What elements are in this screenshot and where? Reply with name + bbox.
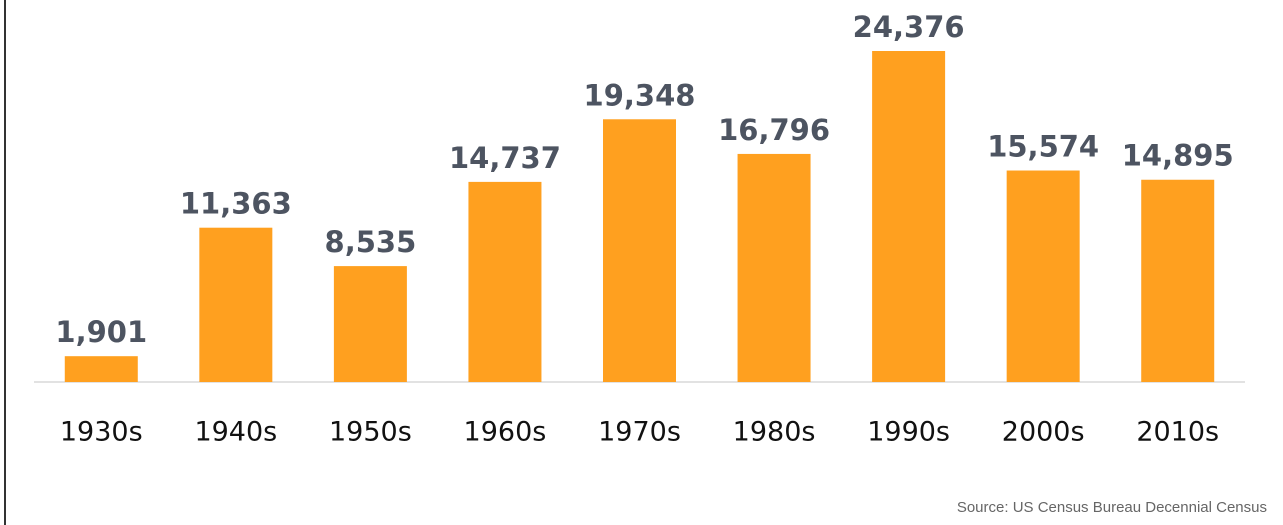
- value-label: 19,348: [584, 78, 696, 112]
- value-label: 16,796: [718, 113, 830, 147]
- x-tick-label: 1940s: [194, 417, 277, 448]
- bar: [872, 51, 946, 382]
- source-note: Source: US Census Bureau Decennial Censu…: [957, 499, 1267, 516]
- bar: [64, 356, 138, 382]
- value-label: 15,574: [987, 130, 1099, 164]
- bar: [1141, 179, 1215, 382]
- value-label: 14,737: [449, 141, 561, 175]
- x-tick-label: 1950s: [329, 417, 412, 448]
- bar: [199, 227, 273, 382]
- value-label: 11,363: [180, 187, 292, 221]
- x-tick-label: 1930s: [60, 417, 143, 448]
- bar: [737, 153, 811, 382]
- x-tick-label: 1960s: [464, 417, 547, 448]
- x-tick-label: 2010s: [1136, 417, 1219, 448]
- value-label: 24,376: [853, 10, 965, 44]
- value-label: 8,535: [325, 225, 417, 259]
- value-label: 14,895: [1122, 139, 1234, 173]
- x-tick-label: 2000s: [1002, 417, 1085, 448]
- bar: [333, 266, 407, 382]
- x-tick-label: 1980s: [733, 417, 816, 448]
- x-tick-label: 1990s: [867, 417, 950, 448]
- bar: [468, 181, 542, 382]
- bar: [1006, 170, 1080, 382]
- bar: [603, 119, 676, 382]
- x-tick-label: 1970s: [598, 417, 681, 448]
- value-label: 1,901: [55, 315, 147, 349]
